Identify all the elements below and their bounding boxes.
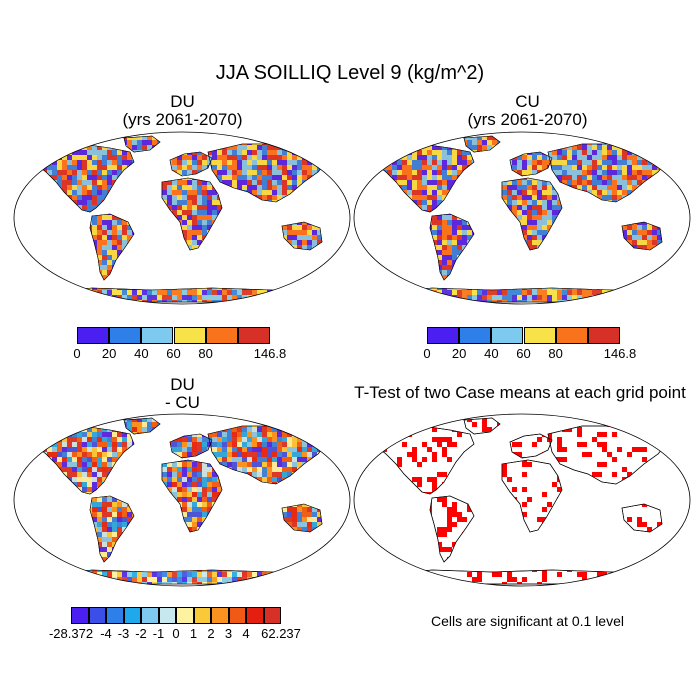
colorbar-du-swatch bbox=[77, 327, 110, 344]
main-title: JJA SOILLIQ Level 9 (kg/m^2) bbox=[215, 62, 485, 84]
colorbar-du-swatch bbox=[205, 327, 238, 344]
colorbar-diff-label: 2 bbox=[207, 626, 215, 641]
colorbar-cu-swatch bbox=[459, 327, 492, 344]
colorbar-diff-label: -4 bbox=[100, 626, 112, 641]
colorbar-diff-label: -3 bbox=[117, 626, 130, 641]
panel-ttest-title: T-Test of two Case means at each grid po… bbox=[340, 384, 700, 402]
map-ttest bbox=[353, 413, 691, 587]
panel-cu-title: CU (yrs 2061-2070) bbox=[355, 93, 700, 129]
map-ttest-border bbox=[353, 413, 691, 587]
map-ttest-africa-outline bbox=[501, 459, 563, 533]
colorbar-diff-swatch bbox=[228, 607, 246, 624]
map-cu bbox=[353, 131, 691, 305]
colorbar-diff-swatch bbox=[71, 607, 89, 624]
colorbar-diff: -28.372 -4 -3 -2 -1 0 1 2 3 4 62.237 bbox=[49, 607, 301, 641]
colorbar-diff-swatch bbox=[193, 607, 211, 624]
colorbar-cu-label: 146.8 bbox=[603, 346, 637, 361]
colorbar-diff-swatch bbox=[106, 607, 124, 624]
colorbar-du-label: 80 bbox=[198, 346, 213, 361]
colorbar-du-label: 0 bbox=[73, 346, 81, 361]
significance-note: Cells are significant at 0.1 level bbox=[431, 613, 624, 629]
panel-du-title-line2: (yrs 2061-2070) bbox=[122, 110, 243, 129]
colorbar-cu-label: 60 bbox=[516, 346, 531, 361]
colorbar-du-swatch bbox=[109, 327, 142, 344]
colorbar-diff-swatch bbox=[123, 607, 141, 624]
panel-du-title: DU (yrs 2061-2070) bbox=[15, 93, 350, 129]
colorbar-du-label: 40 bbox=[134, 346, 149, 361]
colorbar-cu: 0 20 40 60 80 146.8 bbox=[423, 327, 636, 361]
colorbar-du-label: 20 bbox=[101, 346, 117, 361]
map-du bbox=[13, 131, 351, 305]
colorbar-diff-label: 4 bbox=[242, 626, 250, 641]
map-cu-border bbox=[353, 131, 691, 305]
colorbar-diff-label: -2 bbox=[135, 626, 147, 641]
panel-diff-title-line1: DU bbox=[170, 375, 195, 394]
colorbar-diff-label: 3 bbox=[224, 626, 233, 641]
map-diff-border bbox=[13, 413, 351, 587]
colorbar-diff-swatch bbox=[158, 607, 176, 624]
map-diff bbox=[13, 413, 351, 587]
colorbar-diff-swatch bbox=[88, 607, 106, 624]
colorbar-diff-label: -1 bbox=[152, 626, 165, 641]
colorbar-du-swatch bbox=[141, 327, 174, 344]
map-du-border bbox=[13, 131, 351, 305]
colorbar-diff-swatch bbox=[246, 607, 264, 624]
colorbar-cu-swatch bbox=[427, 327, 460, 344]
colorbar-diff-swatch bbox=[211, 607, 229, 624]
panel-diff-title-line2: - CU bbox=[165, 393, 200, 412]
colorbar-du-label: 146.8 bbox=[253, 346, 287, 361]
colorbar-cu-label: 80 bbox=[548, 346, 563, 361]
colorbar-cu-label: 0 bbox=[423, 346, 431, 361]
panel-du-title-line1: DU bbox=[170, 92, 195, 111]
colorbar-cu-label: 40 bbox=[484, 346, 499, 361]
colorbar-diff-swatch bbox=[263, 607, 281, 624]
colorbar-diff-label: -28.372 bbox=[48, 626, 94, 641]
colorbar-cu-swatch bbox=[555, 327, 588, 344]
panel-cu-title-line1: CU bbox=[515, 92, 540, 111]
colorbar-diff-swatch bbox=[141, 607, 159, 624]
colorbar-cu-swatch bbox=[587, 327, 620, 344]
panel-ttest-title-line1: T-Test of two Case means at each grid po… bbox=[354, 383, 686, 402]
colorbar-du-swatch bbox=[173, 327, 206, 344]
panel-diff-title: DU - CU bbox=[15, 376, 350, 412]
colorbar-du: 0 20 40 60 80 146.8 bbox=[73, 327, 286, 361]
colorbar-diff-swatch bbox=[176, 607, 194, 624]
colorbar-du-label: 60 bbox=[166, 346, 181, 361]
colorbar-diff-label: 62.237 bbox=[261, 626, 301, 641]
colorbar-cu-swatch bbox=[491, 327, 524, 344]
panel-cu-title-line2: (yrs 2061-2070) bbox=[467, 110, 588, 129]
colorbar-diff-label: 0 bbox=[172, 626, 180, 641]
colorbar-cu-label: 20 bbox=[451, 346, 467, 361]
colorbar-du-swatch bbox=[237, 327, 270, 344]
colorbar-diff-label: 1 bbox=[189, 626, 198, 641]
colorbar-cu-swatch bbox=[523, 327, 556, 344]
